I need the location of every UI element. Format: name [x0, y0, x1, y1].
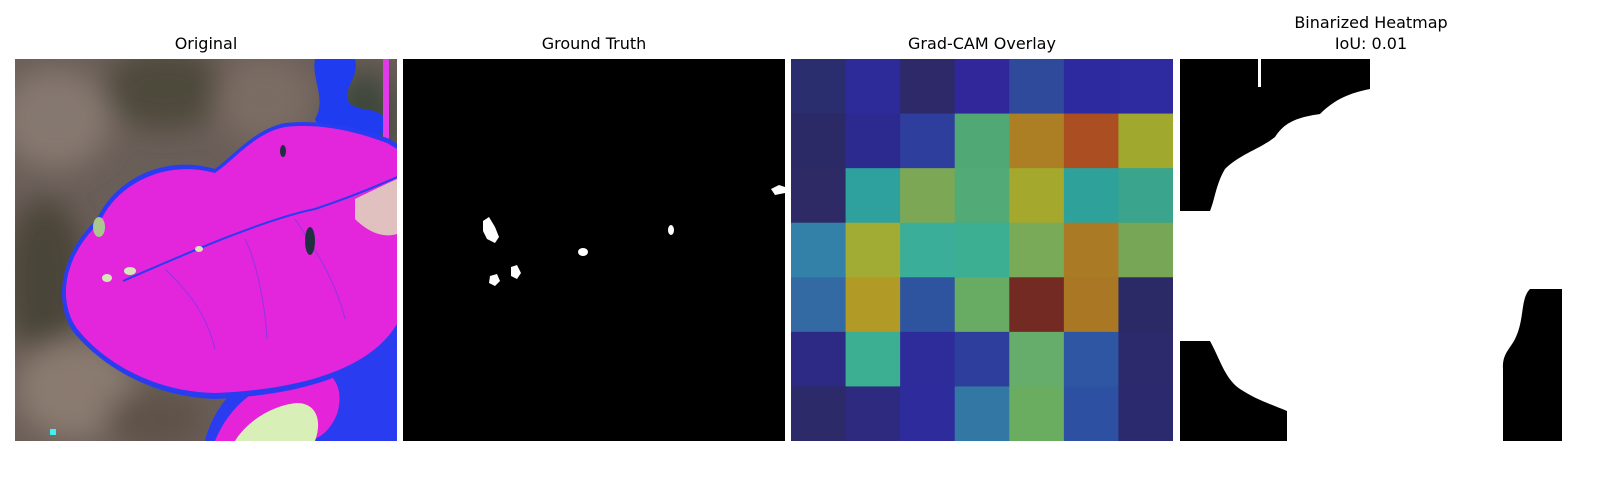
panel-title: Original	[15, 34, 397, 54]
heatmap-cell	[900, 223, 955, 278]
heatmap-cell	[1118, 223, 1173, 278]
heatmap-cell	[955, 386, 1010, 441]
iou-score: IoU: 0.01	[1180, 34, 1562, 54]
heatmap-cell	[955, 168, 1010, 223]
heatmap-cell	[900, 332, 955, 387]
heatmap-cell	[1118, 386, 1173, 441]
heatmap-cell	[846, 114, 901, 169]
heatmap-cell	[846, 223, 901, 278]
heatmap-cell	[900, 386, 955, 441]
heatmap-cell	[955, 114, 1010, 169]
panel-ground-truth: Ground Truth	[403, 0, 785, 442]
heatmap-cell	[846, 168, 901, 223]
heatmap-cell	[791, 168, 846, 223]
panel-title: Binarized Heatmap	[1180, 13, 1562, 33]
heatmap-cell	[1009, 114, 1064, 169]
heatmap-cell	[791, 114, 846, 169]
panel-gradcam-overlay: Grad-CAM Overlay	[791, 0, 1173, 442]
heatmap-cell	[1009, 59, 1064, 114]
leaf-image	[15, 59, 397, 441]
heatmap-cell	[1118, 168, 1173, 223]
binary-image	[1180, 59, 1562, 441]
original-image	[15, 59, 397, 441]
panel-original: Original	[15, 0, 397, 442]
heatmap-cell	[1009, 223, 1064, 278]
heatmap-cell	[900, 114, 955, 169]
heatmap-cell	[1064, 386, 1119, 441]
heatmap-cell	[791, 59, 846, 114]
heatmap-cell	[791, 277, 846, 332]
heatmap-cell	[955, 59, 1010, 114]
heatmap-cell	[1118, 59, 1173, 114]
heatmap-cell	[1064, 114, 1119, 169]
ground-truth-mask	[403, 59, 785, 441]
binarized-mask	[1180, 59, 1562, 441]
heatmap-cell	[846, 59, 901, 114]
heatmap-cell	[1009, 168, 1064, 223]
heatmap-cell	[791, 223, 846, 278]
heatmap-cell	[1009, 386, 1064, 441]
heatmap-cell	[900, 168, 955, 223]
heatmap-cell	[955, 277, 1010, 332]
panel-binarized-heatmap: Binarized Heatmap IoU: 0.01	[1180, 0, 1562, 442]
panel-title: Ground Truth	[403, 34, 785, 54]
heatmap-cell	[955, 332, 1010, 387]
heatmap-cell	[1064, 168, 1119, 223]
heatmap-cell	[791, 386, 846, 441]
gradcam-heatmap	[791, 59, 1173, 441]
heatmap-cell	[1118, 277, 1173, 332]
heatmap-cell	[900, 277, 955, 332]
heatmap-cell	[1064, 223, 1119, 278]
heatmap-grid	[791, 59, 1173, 441]
heatmap-cell	[1064, 277, 1119, 332]
panel-title: Grad-CAM Overlay	[791, 34, 1173, 54]
heatmap-cell	[900, 59, 955, 114]
heatmap-cell	[846, 332, 901, 387]
heatmap-cell	[1064, 332, 1119, 387]
heatmap-cell	[846, 386, 901, 441]
heatmap-cell	[1009, 277, 1064, 332]
mask-image	[403, 59, 785, 441]
heatmap-cell	[1064, 59, 1119, 114]
heatmap-cell	[1118, 332, 1173, 387]
heatmap-cell	[955, 223, 1010, 278]
heatmap-cell	[846, 277, 901, 332]
heatmap-cell	[791, 332, 846, 387]
heatmap-cell	[1009, 332, 1064, 387]
heatmap-cell	[1118, 114, 1173, 169]
